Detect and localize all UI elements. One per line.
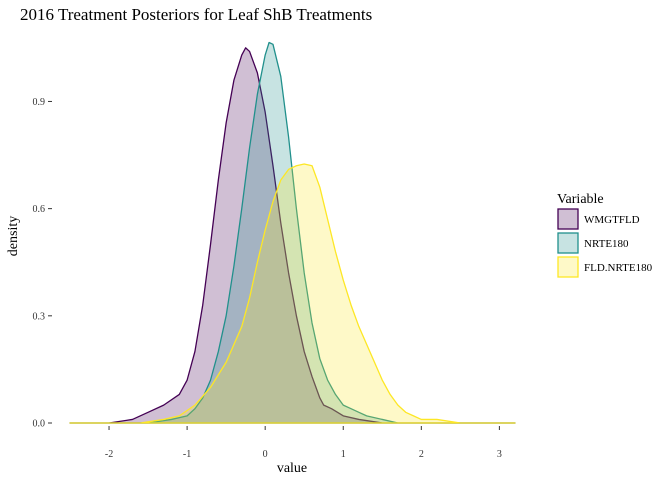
x-tick-label: -1 [183, 449, 191, 460]
x-tick-label: 2 [419, 449, 424, 460]
x-axis-label: value [277, 461, 307, 476]
density-curve-fld-nrte180 [69, 163, 516, 424]
y-tick-label: 0.3 [33, 311, 46, 322]
legend-swatch-nrte180 [557, 232, 579, 254]
legend-label-wmgtfld: WMGTFLD [584, 214, 640, 226]
legend-label-nrte180: NRTE180 [584, 238, 629, 250]
x-tick-label: -2 [105, 449, 113, 460]
legend-swatch-fld-nrte180 [557, 256, 579, 278]
x-tick-label: 0 [263, 449, 268, 460]
legend-title: Variable [557, 192, 604, 207]
legend-label-fld-nrte180: FLD.NRTE180 [584, 262, 653, 274]
chart-title: 2016 Treatment Posteriors for Leaf ShB T… [20, 5, 372, 24]
density-curve-wmgtfld [69, 47, 516, 424]
y-tick-label: 0.6 [33, 204, 46, 215]
y-tick-label: 0.0 [33, 419, 46, 430]
legend-swatch-wmgtfld [557, 208, 579, 230]
plot-area [69, 41, 516, 424]
axes: -2 -1 0 1 2 3 0.0 0.3 0.6 0.9 [33, 97, 502, 460]
x-tick-label: 3 [497, 449, 502, 460]
y-tick-label: 0.9 [33, 97, 46, 108]
legend: Variable WMGTFLD NRTE180 FLD.NRTE180 [557, 192, 653, 278]
y-axis-label: density [6, 216, 21, 256]
x-tick-label: 1 [341, 449, 346, 460]
